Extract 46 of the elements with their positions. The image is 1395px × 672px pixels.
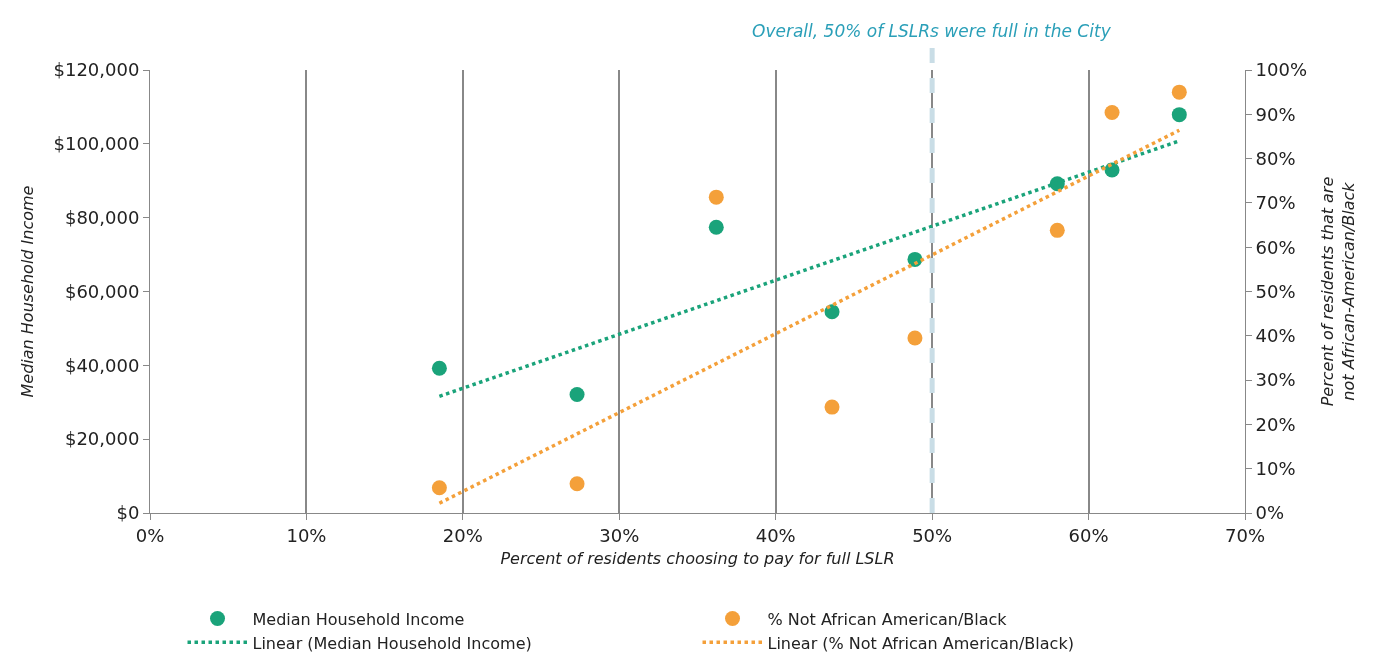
y-tick-label: $80,000 [64,206,140,228]
point [708,189,724,205]
ref-line-label: Overall, 50% of LSLRs were full in the City [752,21,1112,41]
y-axis-title: Median Household Income [18,185,38,398]
y2-tick-label: 0% [1255,502,1285,524]
y2-tick-label: 50% [1255,280,1296,302]
point [569,387,585,402]
point [431,480,447,496]
point [824,399,840,415]
y2-tick-label: 40% [1255,325,1296,347]
point [431,360,447,376]
point [1049,222,1065,238]
legend-label: Median Household Income [252,609,465,629]
y2-tick-label: 100% [1255,59,1308,81]
legend-label: Linear (% Not African American/Black) [767,633,1074,653]
point [1104,105,1120,121]
point [708,219,724,235]
y-tick-label: $100,000 [53,133,140,155]
y-tick-label: $60,000 [64,280,140,302]
x-tick-label: 0% [135,524,165,546]
y2-tick-label: 60% [1255,236,1296,258]
x-tick-label: 50% [912,524,953,546]
point [1171,84,1187,100]
point [907,330,923,346]
x-tick-label: 10% [286,524,327,546]
x-tick-label: 30% [599,524,640,546]
legend-label: Linear (Median Household Income) [252,633,532,653]
y2-tick-label: 70% [1255,192,1296,214]
y2-axis-title: Percent of residents that are not African-American/Black [1317,176,1358,407]
y-tick-label: $120,000 [53,59,140,81]
y2-tick-label: 20% [1255,413,1296,435]
x-axis-title: Percent of residents choosing to pay for full LSLR [500,549,895,569]
x-tick-label: 60% [1068,524,1109,546]
y-tick-label: $0 [116,502,140,524]
y2-tick-label: 30% [1255,369,1296,391]
y2-tick-label: 90% [1255,103,1296,125]
y2-tick-label: 80% [1255,147,1296,169]
x-tick-label: 70% [1224,524,1266,546]
point [569,476,585,492]
y2-tick-label: 10% [1255,458,1296,479]
x-tick-label: 40% [755,524,796,546]
legend-label: % Not African American/Black [767,609,1008,629]
y-tick-label: $40,000 [64,354,140,376]
x-tick-label: 20% [442,524,483,546]
y-tick-label: $20,000 [64,428,140,450]
point [1171,107,1187,123]
